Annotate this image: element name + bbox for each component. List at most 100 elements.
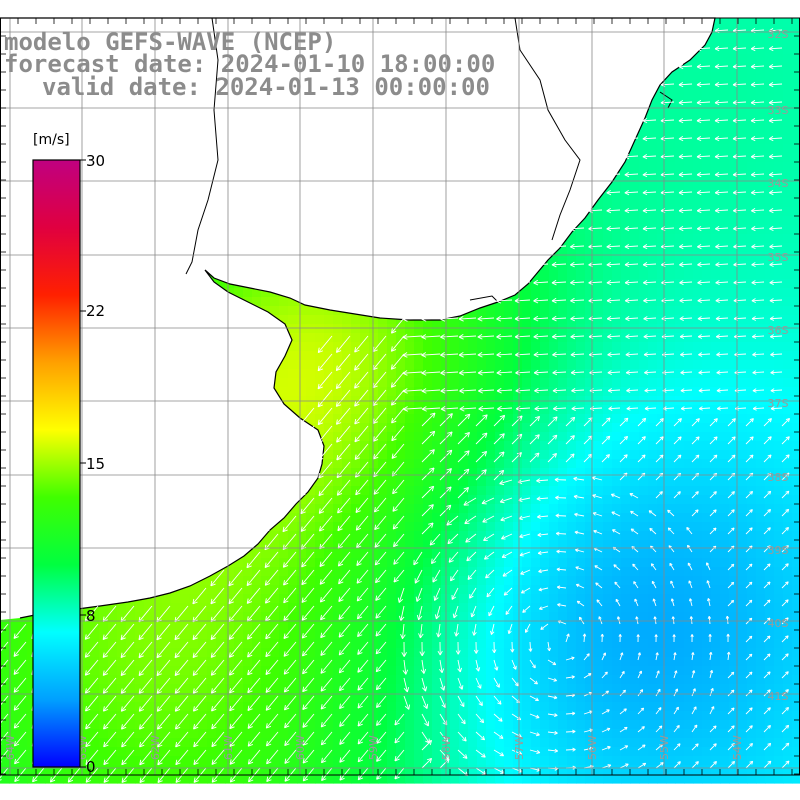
field-cell xyxy=(702,189,712,199)
field-cell xyxy=(756,468,766,478)
field-cell xyxy=(756,180,766,190)
field-cell xyxy=(729,387,739,397)
field-cell xyxy=(774,135,784,145)
field-cell xyxy=(585,387,595,397)
field-cell xyxy=(477,342,487,352)
field-cell xyxy=(594,495,604,505)
field-cell xyxy=(414,504,424,514)
field-cell xyxy=(666,126,676,136)
field-cell xyxy=(765,351,775,361)
field-cell xyxy=(774,486,784,496)
field-cell xyxy=(279,315,289,325)
field-cell xyxy=(693,351,703,361)
field-cell xyxy=(621,189,631,199)
field-cell xyxy=(774,261,784,271)
field-cell xyxy=(711,90,721,100)
field-cell xyxy=(729,279,739,289)
field-cell xyxy=(657,297,667,307)
field-cell xyxy=(576,342,586,352)
field-cell xyxy=(639,405,649,415)
field-cell xyxy=(720,315,730,325)
field-cell xyxy=(495,351,505,361)
field-cell xyxy=(783,423,793,433)
field-cell xyxy=(495,504,505,514)
field-cell xyxy=(729,513,739,523)
field-cell xyxy=(765,207,775,217)
field-cell xyxy=(693,243,703,253)
field-cell xyxy=(495,342,505,352)
field-cell xyxy=(684,270,694,280)
field-cell xyxy=(711,279,721,289)
field-cell xyxy=(549,360,559,370)
field-cell xyxy=(414,432,424,442)
field-cell xyxy=(747,486,757,496)
field-cell xyxy=(432,405,442,415)
field-cell xyxy=(657,495,667,505)
field-cell xyxy=(558,387,568,397)
field-cell xyxy=(315,351,325,361)
field-cell xyxy=(702,270,712,280)
field-cell xyxy=(423,468,433,478)
field-cell xyxy=(288,342,298,352)
field-cell xyxy=(702,288,712,298)
field-cell xyxy=(747,243,757,253)
field-cell xyxy=(378,459,388,469)
field-cell xyxy=(297,513,307,523)
field-cell xyxy=(279,369,289,379)
field-cell xyxy=(630,324,640,334)
field-cell xyxy=(702,252,712,262)
field-cell xyxy=(306,405,316,415)
field-cell xyxy=(774,252,784,262)
field-cell xyxy=(585,468,595,478)
field-cell xyxy=(639,288,649,298)
field-cell xyxy=(621,279,631,289)
field-cell xyxy=(648,162,658,172)
field-cell xyxy=(738,189,748,199)
field-cell xyxy=(729,324,739,334)
field-cell xyxy=(423,423,433,433)
field-cell xyxy=(756,342,766,352)
field-cell xyxy=(738,252,748,262)
field-cell xyxy=(495,513,505,523)
field-cell xyxy=(720,234,730,244)
field-cell xyxy=(648,423,658,433)
field-cell xyxy=(711,441,721,451)
field-cell xyxy=(369,369,379,379)
field-cell xyxy=(693,225,703,235)
field-cell xyxy=(711,486,721,496)
field-cell xyxy=(522,342,532,352)
field-cell xyxy=(387,369,397,379)
field-cell xyxy=(738,414,748,424)
field-cell xyxy=(693,117,703,127)
field-cell xyxy=(324,324,334,334)
field-cell xyxy=(792,90,800,100)
field-cell xyxy=(738,288,748,298)
field-cell xyxy=(558,324,568,334)
field-cell xyxy=(585,477,595,487)
field-cell xyxy=(378,333,388,343)
field-cell xyxy=(522,378,532,388)
field-cell xyxy=(666,171,676,181)
field-cell xyxy=(657,99,667,109)
field-cell xyxy=(288,387,298,397)
field-cell xyxy=(738,54,748,64)
field-cell xyxy=(630,153,640,163)
field-cell xyxy=(693,270,703,280)
field-cell xyxy=(594,468,604,478)
field-cell xyxy=(765,306,775,316)
field-cell xyxy=(666,459,676,469)
field-cell xyxy=(360,315,370,325)
field-cell xyxy=(621,369,631,379)
field-cell xyxy=(486,486,496,496)
field-cell xyxy=(459,513,469,523)
field-cell xyxy=(684,324,694,334)
field-cell xyxy=(603,297,613,307)
field-cell xyxy=(666,297,676,307)
field-cell xyxy=(414,333,424,343)
field-cell xyxy=(612,468,622,478)
field-cell xyxy=(423,432,433,442)
field-cell xyxy=(684,387,694,397)
field-cell xyxy=(621,495,631,505)
field-cell xyxy=(324,333,334,343)
field-cell xyxy=(558,315,568,325)
